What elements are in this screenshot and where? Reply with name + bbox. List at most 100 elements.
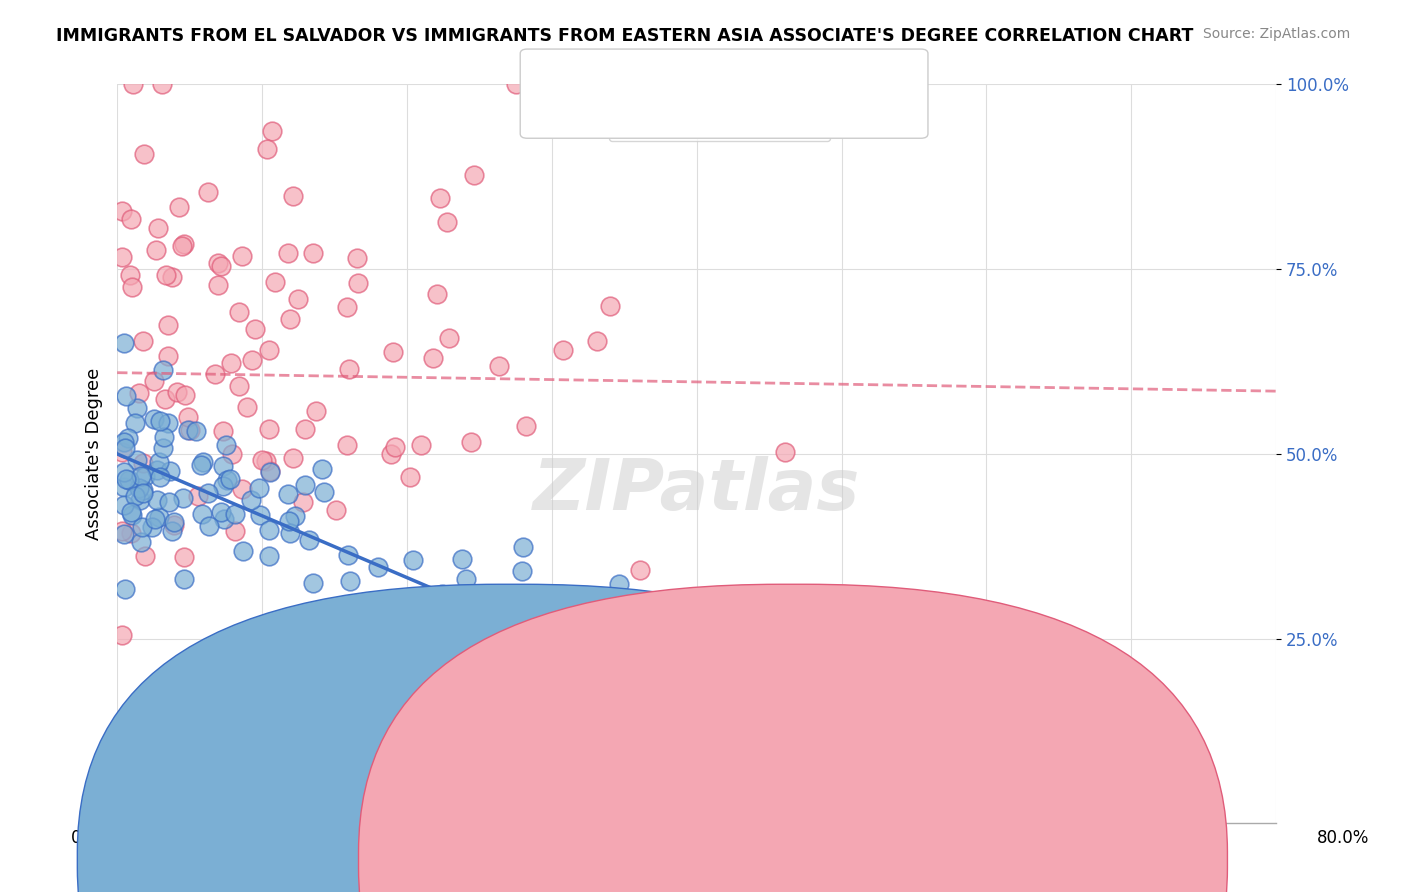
Text: 0.0%: 0.0% (70, 829, 112, 847)
Point (257, 422, 280, 436)
Point (177, 423, 200, 437)
Point (114, 582, 136, 596)
Point (142, 411, 165, 425)
Point (111, 250, 134, 264)
Point (193, 455, 215, 469)
Point (429, 191, 451, 205)
Point (231, 482, 253, 496)
Point (150, 78, 173, 92)
Point (138, 780, 160, 794)
Point (278, 619, 301, 633)
Point (114, 480, 136, 494)
Point (228, 379, 250, 393)
Point (347, 276, 370, 290)
Text: Immigrants from Eastern Asia: Immigrants from Eastern Asia (815, 849, 1043, 863)
Point (110, 628, 132, 642)
Point (228, 305, 250, 319)
Point (117, 431, 139, 445)
Point (173, 549, 195, 564)
Point (162, 270, 184, 285)
Point (152, 430, 174, 444)
Point (586, 334, 609, 349)
Point (294, 422, 316, 436)
Point (398, 470, 420, 484)
Point (426, 287, 449, 301)
Point (240, 352, 263, 367)
Point (110, 445, 132, 459)
Point (190, 458, 212, 472)
Point (219, 356, 242, 370)
Point (114, 499, 136, 513)
Point (163, 515, 186, 529)
Point (120, 505, 142, 519)
Text: 80.0%: 80.0% (1316, 829, 1369, 847)
Point (259, 343, 281, 358)
Point (235, 401, 257, 415)
Point (382, 344, 405, 359)
Point (422, 351, 444, 366)
Point (336, 301, 359, 315)
Point (191, 507, 214, 521)
Point (215, 473, 238, 487)
Point (401, 552, 423, 566)
Point (359, 603, 381, 617)
Point (298, 533, 321, 548)
Point (302, 575, 325, 590)
Point (155, 268, 177, 282)
Point (125, 401, 148, 416)
Point (232, 544, 254, 558)
Point (278, 526, 301, 541)
Point (294, 478, 316, 492)
Point (143, 374, 166, 388)
Point (287, 292, 309, 306)
Point (505, 78, 527, 92)
Point (311, 462, 333, 476)
Point (212, 425, 235, 439)
Point (437, 331, 460, 345)
Point (114, 465, 136, 479)
Point (277, 486, 299, 500)
Point (110, 203, 132, 218)
Point (156, 349, 179, 363)
Point (380, 447, 402, 461)
Point (169, 200, 191, 214)
Point (121, 212, 143, 227)
Point (179, 423, 201, 437)
Point (336, 438, 359, 452)
Point (124, 416, 146, 430)
Point (198, 519, 221, 533)
Point (599, 299, 621, 313)
Point (209, 505, 232, 519)
Point (197, 486, 219, 500)
Point (131, 334, 153, 348)
Point (384, 621, 406, 635)
Point (245, 321, 267, 335)
Point (254, 454, 277, 468)
Point (146, 492, 169, 507)
Point (278, 311, 301, 326)
Point (156, 318, 179, 332)
Point (630, 563, 652, 577)
Point (110, 524, 132, 539)
Point (115, 472, 138, 486)
Point (173, 236, 195, 251)
Point (132, 147, 155, 161)
Point (160, 524, 183, 539)
Point (305, 404, 328, 418)
Point (186, 424, 208, 438)
Point (257, 523, 280, 537)
Point (224, 524, 246, 538)
Y-axis label: Associate's Degree: Associate's Degree (86, 368, 103, 540)
Point (277, 245, 299, 260)
Point (367, 560, 389, 574)
Point (141, 520, 163, 534)
Point (118, 268, 141, 282)
Point (152, 442, 174, 456)
Legend: R = -0.545   N = 89, R = -0.011   N = 95: R = -0.545 N = 89, R = -0.011 N = 95 (609, 78, 831, 141)
Point (149, 470, 172, 484)
Point (339, 574, 361, 588)
Point (488, 359, 510, 373)
Point (152, 363, 174, 377)
Point (773, 444, 796, 458)
Text: Source: ZipAtlas.com: Source: ZipAtlas.com (1202, 27, 1350, 41)
